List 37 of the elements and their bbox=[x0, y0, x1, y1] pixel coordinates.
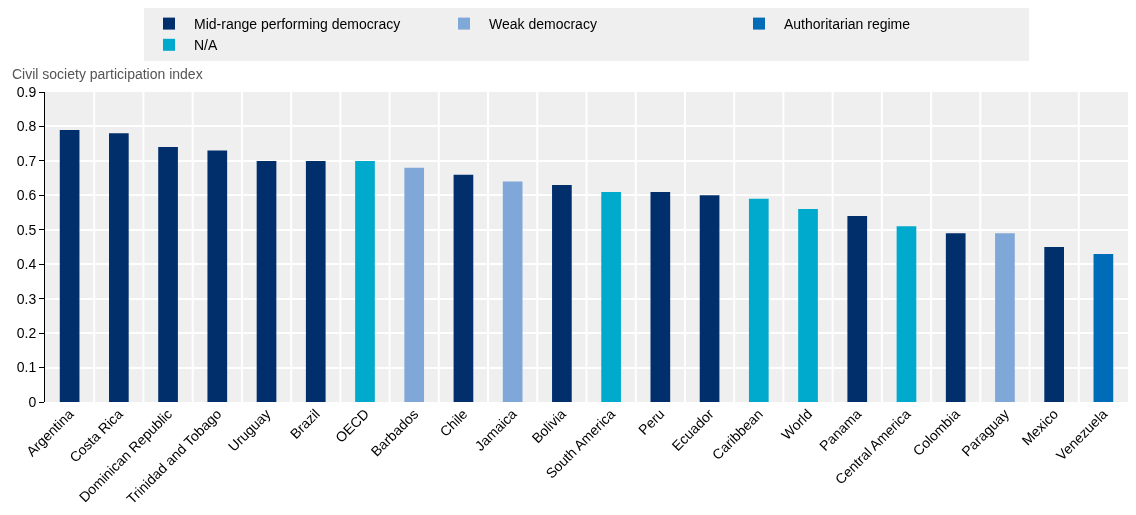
bar bbox=[847, 216, 868, 402]
bar bbox=[453, 174, 474, 402]
bar bbox=[601, 191, 621, 402]
bar bbox=[355, 160, 375, 402]
bar bbox=[995, 233, 1015, 402]
legend-label: Authoritarian regime bbox=[784, 16, 911, 33]
bar bbox=[896, 226, 917, 402]
bar bbox=[945, 233, 966, 402]
bar bbox=[650, 191, 671, 402]
y-tick-label: 0.9 bbox=[16, 83, 37, 100]
bar bbox=[699, 195, 720, 402]
y-tick-label: 0.8 bbox=[16, 118, 37, 135]
legend-label: N/A bbox=[194, 37, 218, 54]
bar bbox=[207, 150, 228, 402]
bar bbox=[748, 198, 769, 402]
y-tick-label: 0.2 bbox=[16, 325, 37, 342]
y-tick-label: 0.3 bbox=[16, 290, 37, 307]
bar bbox=[59, 129, 80, 402]
y-axis-title: Civil society participation index bbox=[12, 66, 203, 82]
bar bbox=[552, 185, 572, 402]
bar bbox=[502, 181, 523, 402]
y-tick-label: 0.6 bbox=[16, 187, 37, 204]
bar bbox=[1044, 247, 1064, 402]
y-tick-label: 0.4 bbox=[16, 256, 37, 273]
legend-label: Weak democracy bbox=[489, 16, 597, 33]
bar bbox=[305, 160, 326, 402]
legend-label: Mid-range performing democracy bbox=[194, 16, 401, 33]
y-tick-label: 0.7 bbox=[16, 152, 37, 169]
bar bbox=[256, 160, 277, 402]
bar bbox=[158, 147, 178, 402]
bar bbox=[798, 209, 818, 402]
y-tick-label: 0.1 bbox=[16, 359, 37, 376]
y-tick-label: 0.5 bbox=[16, 221, 37, 238]
bar bbox=[404, 167, 425, 402]
bar bbox=[1093, 253, 1114, 402]
y-tick-label: 0 bbox=[28, 393, 37, 410]
bar bbox=[109, 133, 129, 402]
